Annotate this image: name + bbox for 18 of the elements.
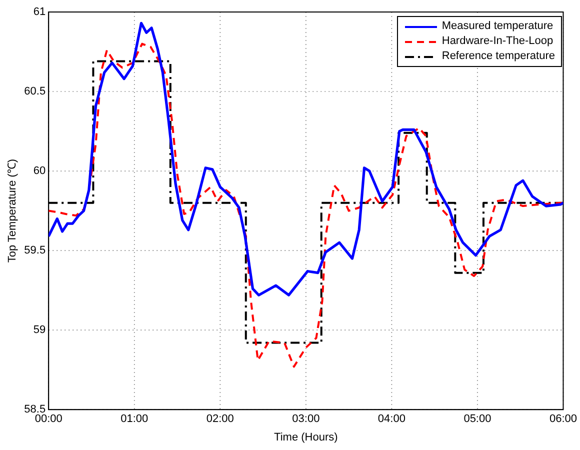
y-tick-label: 61 bbox=[33, 6, 46, 18]
x-tick-label: 03:00 bbox=[292, 413, 320, 426]
y-tick-label: 59.5 bbox=[24, 244, 46, 257]
y-tick-label: 59 bbox=[33, 324, 46, 336]
y-tick-label: 60.5 bbox=[24, 86, 46, 98]
legend-label: Measured temperature bbox=[442, 19, 554, 34]
y-tick-label: 60 bbox=[33, 165, 46, 178]
legend-label: Reference temperature bbox=[442, 49, 555, 64]
x-tick-label: 02:00 bbox=[206, 413, 234, 426]
legend-label: Hardware-In-The-Loop bbox=[442, 34, 554, 49]
x-tick-label: 04:00 bbox=[378, 413, 406, 426]
x-tick-label: 05:00 bbox=[464, 413, 492, 426]
x-tick-label: 01:00 bbox=[120, 413, 148, 426]
x-tick-label: 06:00 bbox=[549, 413, 577, 426]
x-axis-title: Time (Hours) bbox=[274, 431, 338, 444]
x-tick-label: 00:00 bbox=[34, 413, 62, 426]
y-tick-label: 58.5 bbox=[24, 404, 46, 416]
y-axis-title: Top Temperature (℃) bbox=[6, 158, 19, 263]
